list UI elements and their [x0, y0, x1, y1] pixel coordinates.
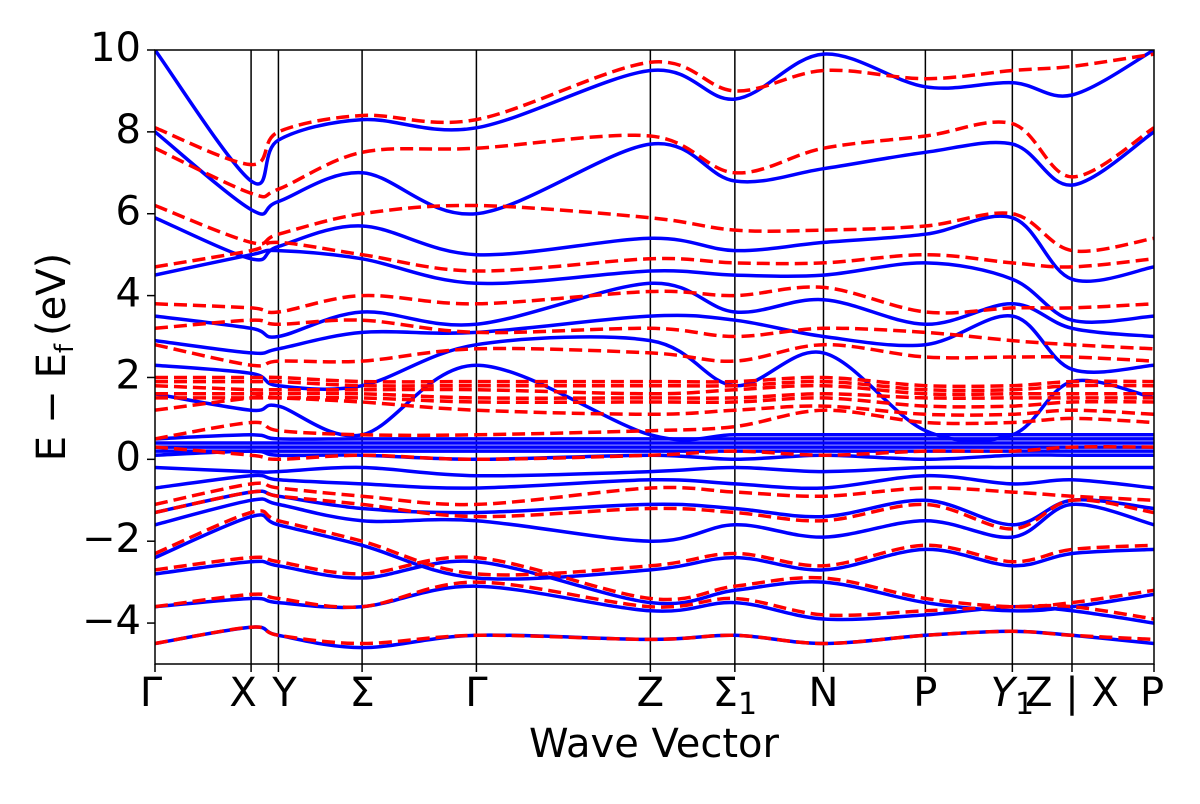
- solid-band-15: [155, 313, 1154, 374]
- dashed-band-11: [155, 383, 1154, 397]
- dashed-band-19: [155, 120, 1154, 199]
- solid-band-8: [155, 449, 1154, 462]
- y-tick-label: 6: [116, 189, 141, 235]
- y-tick-label: 0: [116, 434, 141, 480]
- x-tick-label: Z | X: [1025, 670, 1119, 716]
- x-axis-ticks: Γ X Y Σ Γ Z Σ1 N P Y1Z | X P: [140, 664, 1164, 722]
- y-tick-label: −2: [82, 516, 141, 562]
- dashed-band-3: [155, 509, 1154, 577]
- dashed-band-6: [155, 445, 1154, 462]
- solid-band-2: [155, 559, 1154, 613]
- solid-band-7: [155, 465, 1154, 478]
- solid-band-14: [155, 335, 1154, 443]
- solid-band-20: [155, 50, 1154, 186]
- solid-band-16: [155, 281, 1154, 339]
- solid-band-6: [155, 473, 1154, 491]
- y-tick-label: 2: [116, 352, 141, 398]
- dashed-band-13: [155, 375, 1154, 389]
- solid-band-3: [155, 513, 1154, 581]
- x-tick-label: Z: [637, 670, 664, 716]
- x-tick-label: Γ: [465, 670, 488, 716]
- solid-band-17: [155, 248, 1154, 324]
- plot-frame: [154, 49, 1155, 665]
- dashed-band-9: [155, 395, 1154, 409]
- dashed-band-0: [155, 625, 1154, 646]
- dashed-band-5: [155, 481, 1154, 507]
- solid-band-0: [155, 625, 1154, 650]
- x-tick-label: P: [1140, 670, 1164, 716]
- dashed-band-14: [155, 342, 1154, 368]
- x-tick-label: Σ: [349, 670, 374, 716]
- x-tick-label: Y: [271, 670, 297, 716]
- y-tick-label: 8: [116, 107, 141, 153]
- dashed-band-12: [155, 379, 1154, 393]
- x-tick-label: P: [913, 670, 937, 716]
- y-axis-ticks: −4 −2 0 2 4 6 8 10: [82, 25, 155, 644]
- y-axis-label: E−Ef(eV): [29, 253, 80, 461]
- solid-band-18: [155, 214, 1154, 284]
- dashed-band-2: [155, 555, 1154, 609]
- x-tick-label: N: [809, 670, 839, 716]
- y-tick-label: −4: [82, 598, 141, 644]
- y-tick-label: 10: [90, 25, 141, 71]
- x-tick-label: Γ: [140, 670, 163, 716]
- dashed-band-1: [155, 580, 1154, 621]
- dashed-band-16: [155, 285, 1154, 315]
- solid-band-19: [155, 130, 1154, 216]
- x-tick-label: Σ1: [713, 670, 757, 722]
- dashed-band-17: [155, 240, 1154, 273]
- x-tick-label: Y1: [991, 670, 1035, 722]
- dashed-band-4: [155, 489, 1154, 531]
- band-lines: [155, 50, 1154, 650]
- x-tick-label: X: [229, 670, 256, 716]
- solid-band-4: [155, 497, 1154, 543]
- dashed-band-20: [155, 52, 1154, 167]
- y-tick-label: 4: [116, 271, 141, 317]
- x-axis-label: Wave Vector: [529, 721, 780, 767]
- dashed-band-15: [155, 318, 1154, 351]
- dashed-band-7: [155, 408, 1154, 441]
- dashed-band-10: [155, 391, 1154, 400]
- dashed-band-18: [155, 203, 1154, 254]
